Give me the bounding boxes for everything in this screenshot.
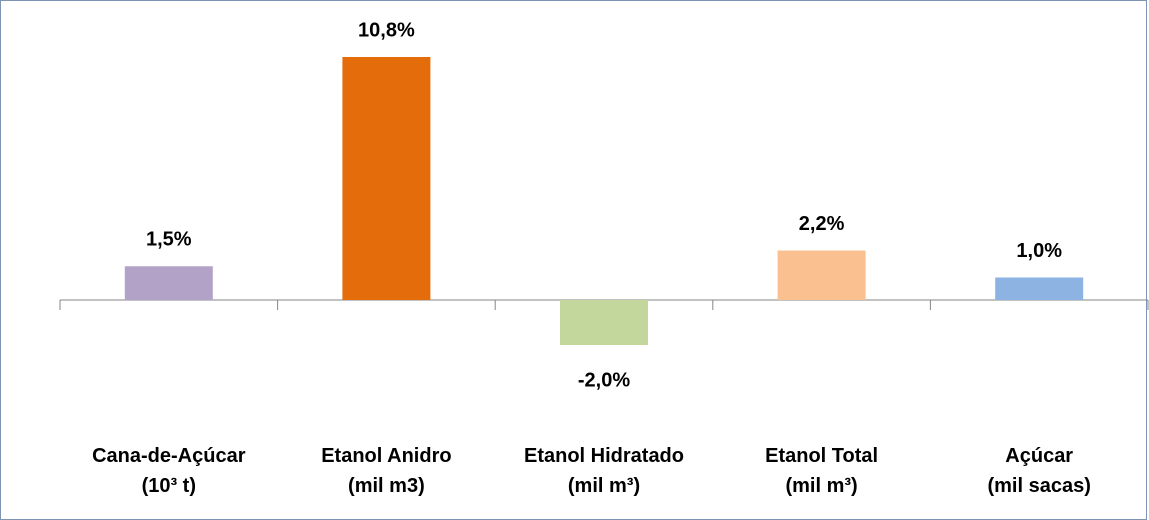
value-label: 1,5% xyxy=(146,229,192,251)
value-label: 1,0% xyxy=(1016,240,1062,262)
value-label: 10,8% xyxy=(358,19,415,41)
bar xyxy=(124,266,213,300)
x-tick-label: Etanol Hidratado (mil m³) xyxy=(523,445,684,497)
x-tick-label: Etanol Anidro (mil m3) xyxy=(321,445,452,497)
bar xyxy=(995,277,1084,300)
value-label: 2,2% xyxy=(799,213,845,235)
bar xyxy=(777,250,866,300)
x-tick-label: Etanol Total (mil m³) xyxy=(765,445,879,497)
value-label: -2,0% xyxy=(578,369,630,391)
chart: 1,5% 10,8% -2,0% 2,2% 1,0% xyxy=(59,19,1149,391)
x-tick-label: Cana-de-Açúcar (10³ t) xyxy=(92,445,246,497)
bar xyxy=(342,57,431,300)
x-tick-label: Açúcar (mil sacas) xyxy=(987,445,1091,497)
bar xyxy=(560,300,648,345)
